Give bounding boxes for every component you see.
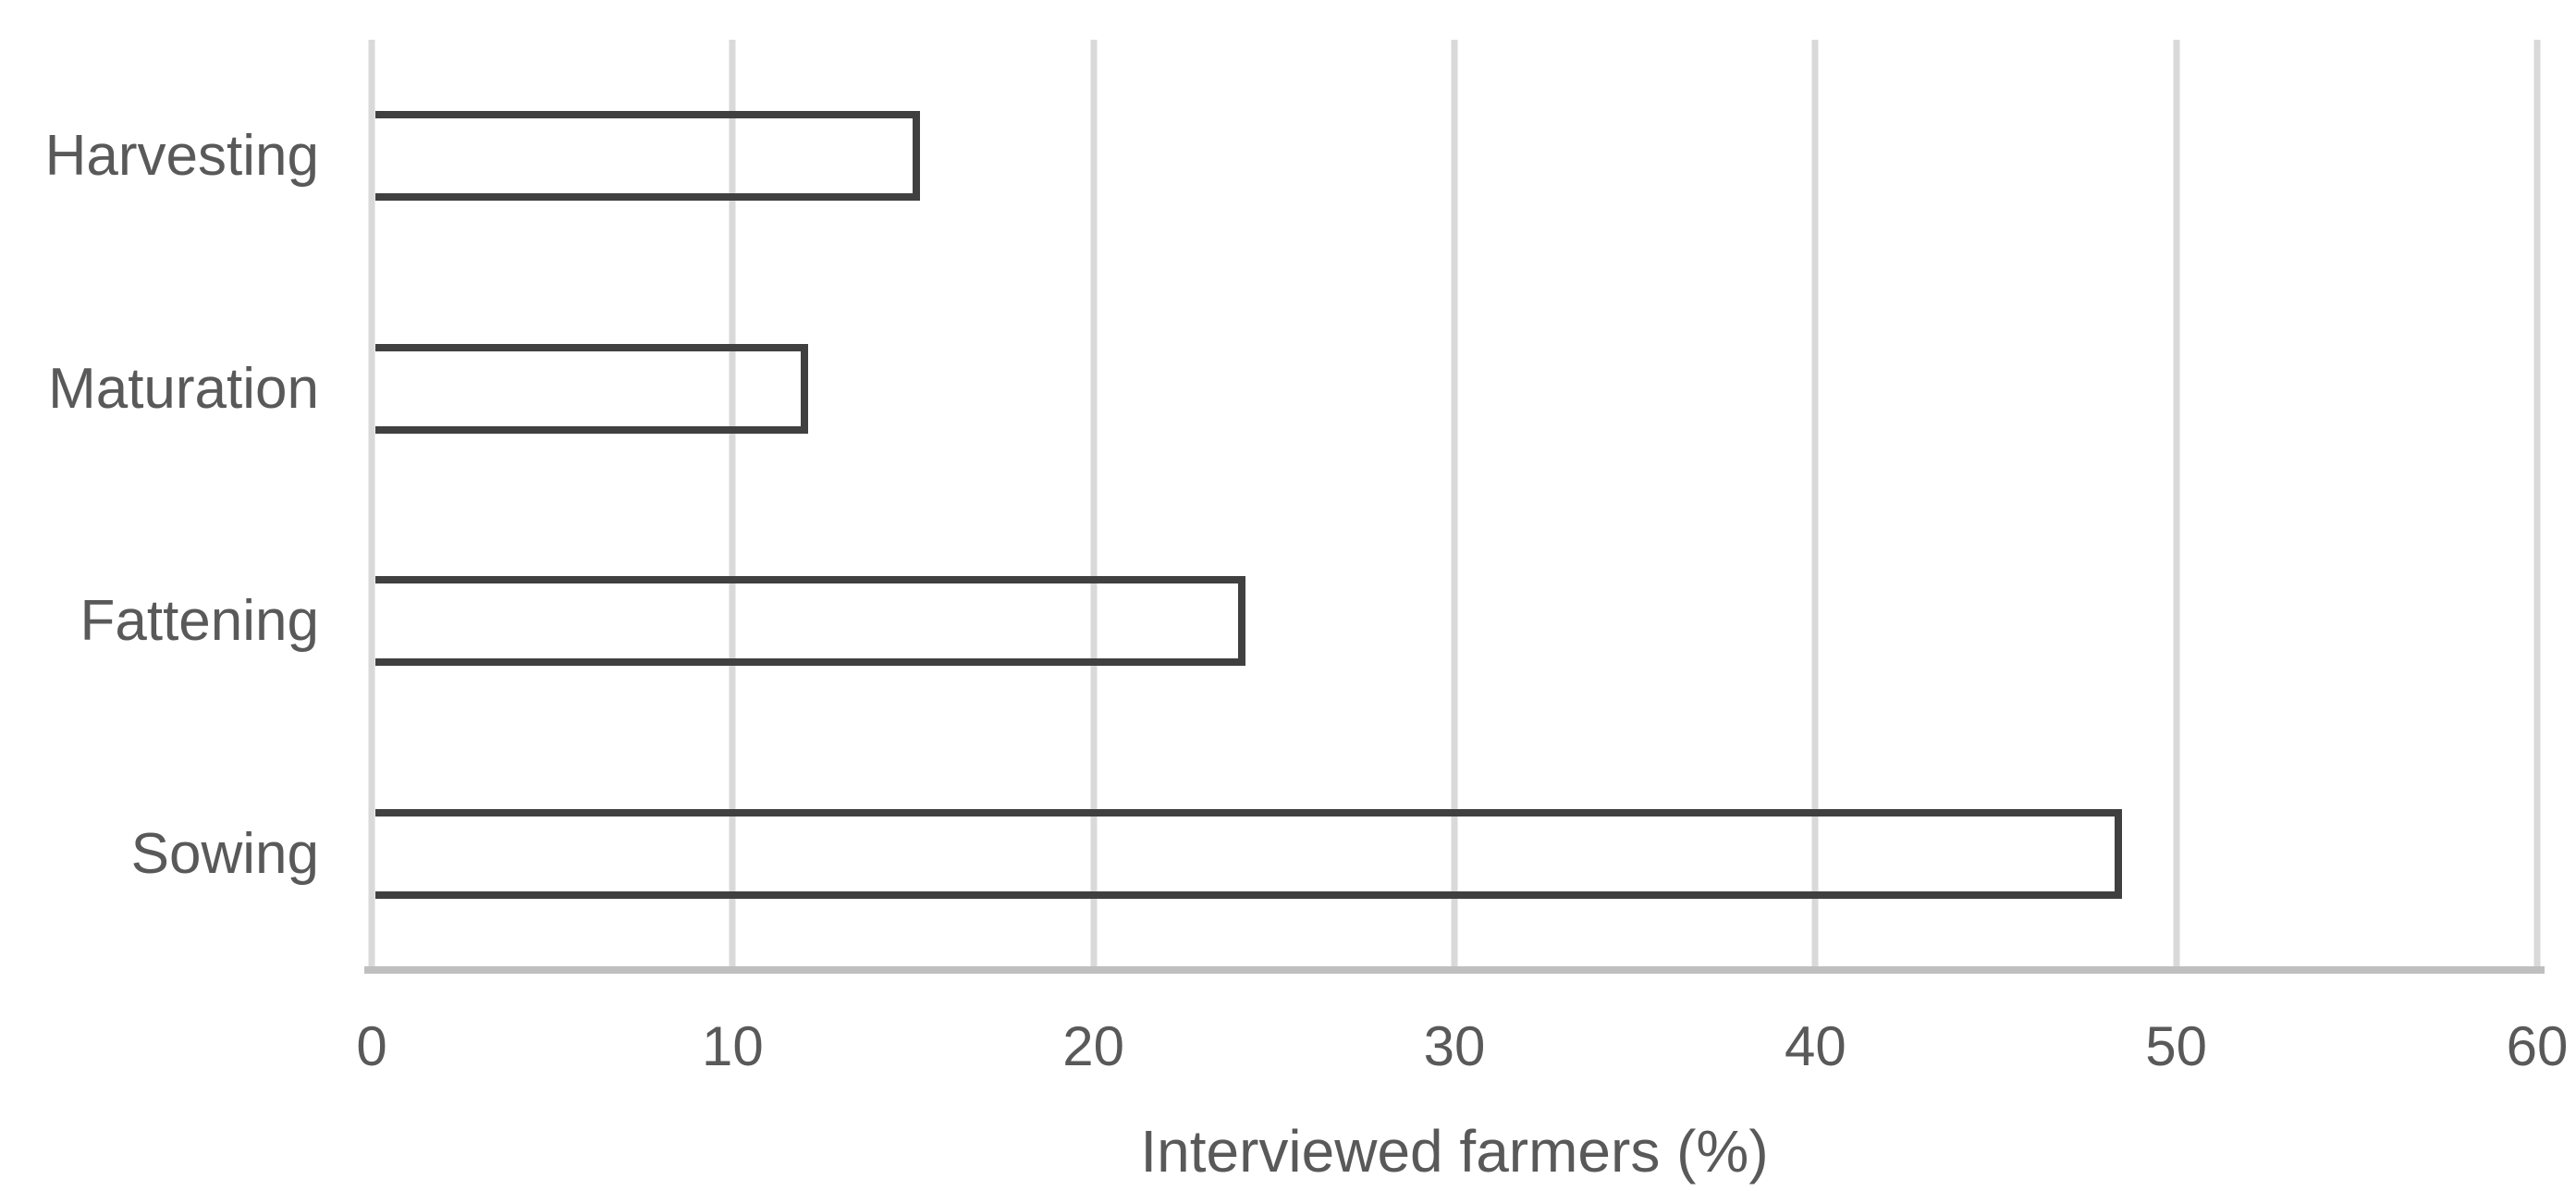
category-label-fattening: Fattening <box>80 589 319 654</box>
tick-label-40: 40 <box>1784 1015 1846 1077</box>
gridline-60 <box>2533 40 2541 970</box>
bar-row-maturation <box>372 273 2537 506</box>
bar-fattening <box>375 576 1245 667</box>
bar-row-fattening <box>372 505 2537 738</box>
bar-maturation <box>375 343 809 434</box>
tick-label-0: 0 <box>356 1015 387 1077</box>
bar-row-sowing <box>372 738 2537 971</box>
bar-harvesting <box>375 111 921 202</box>
x-axis-title: Interviewed farmers (%) <box>1140 1118 1769 1185</box>
tick-label-50: 50 <box>2145 1015 2208 1077</box>
gridline-10 <box>729 40 736 970</box>
tick-label-60: 60 <box>2506 1015 2569 1077</box>
x-axis-baseline <box>364 966 2545 974</box>
tick-label-20: 20 <box>1062 1015 1125 1077</box>
category-axis: Harvesting Maturation Fattening Sowing <box>0 40 319 970</box>
bar-sowing <box>375 808 2123 899</box>
gridline-0 <box>368 40 375 970</box>
category-label-harvesting: Harvesting <box>44 124 319 189</box>
gridline-20 <box>1090 40 1098 970</box>
tick-label-30: 30 <box>1423 1015 1486 1077</box>
category-label-maturation: Maturation <box>48 356 319 421</box>
gridline-50 <box>2173 40 2180 970</box>
gridline-30 <box>1451 40 1458 970</box>
category-label-sowing: Sowing <box>130 821 319 886</box>
bar-row-harvesting <box>372 40 2537 273</box>
tick-label-10: 10 <box>701 1015 764 1077</box>
plot-area <box>368 40 2541 971</box>
x-axis-ticks: 0 10 20 30 40 50 60 <box>356 1010 2568 1084</box>
gridline-40 <box>1811 40 1819 970</box>
